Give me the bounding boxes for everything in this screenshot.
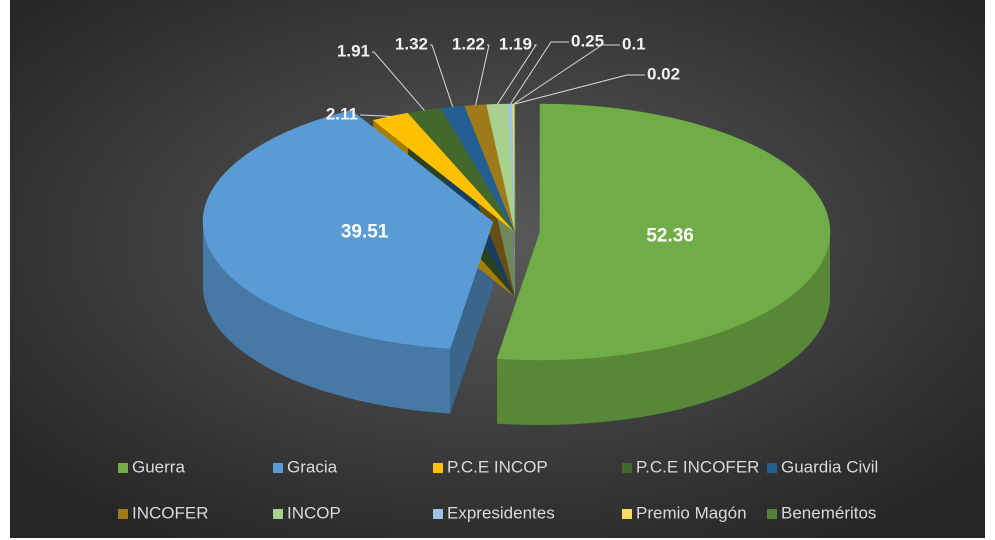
data-label: 1.22 xyxy=(452,34,485,53)
slice xyxy=(496,103,831,361)
legend-swatch xyxy=(273,509,283,519)
leader-line xyxy=(514,74,645,105)
leader-line xyxy=(496,44,537,105)
data-label: 1.91 xyxy=(337,41,370,60)
data-label: 0.1 xyxy=(622,34,646,53)
legend-swatch xyxy=(118,509,128,519)
slice-side xyxy=(497,232,830,426)
slice-side xyxy=(203,222,451,414)
legend-label: Gracia xyxy=(287,457,338,476)
legend-label: INCOFER xyxy=(132,503,209,522)
data-label: 39.51 xyxy=(341,221,389,242)
slice-shade xyxy=(203,222,451,414)
legend-label: Premio Magón xyxy=(636,503,747,522)
leader-line xyxy=(510,41,569,105)
slice-shade xyxy=(497,232,830,426)
leader-line xyxy=(360,114,391,117)
data-label: 0.02 xyxy=(647,64,680,83)
leader-line xyxy=(513,44,620,105)
data-label: 2.11 xyxy=(326,104,358,123)
legend-label: INCOP xyxy=(287,503,341,522)
legend-label: P.C.E INCOFER xyxy=(636,457,759,476)
legend-swatch xyxy=(433,463,443,473)
legend-label: Guerra xyxy=(132,457,185,476)
leader-line xyxy=(430,44,454,108)
legend-swatch xyxy=(767,509,777,519)
legend-swatch xyxy=(767,463,777,473)
legend-swatch xyxy=(273,463,283,473)
data-label: 52.36 xyxy=(646,225,694,246)
leader-line xyxy=(475,44,490,106)
data-label: 1.32 xyxy=(395,34,428,53)
legend-label: Guardia Civil xyxy=(781,457,878,476)
legend-label: Expresidentes xyxy=(447,503,555,522)
legend-swatch xyxy=(622,509,632,519)
legend-swatch xyxy=(622,463,632,473)
legend-label: P.C.E INCOP xyxy=(447,457,548,476)
legend-swatch xyxy=(118,463,128,473)
data-label: 0.25 xyxy=(571,31,604,50)
legend-swatch xyxy=(433,509,443,519)
leader-line xyxy=(372,51,425,111)
slice xyxy=(202,110,494,349)
data-label: 1.19 xyxy=(499,34,532,53)
legend-label: Beneméritos xyxy=(781,503,876,522)
